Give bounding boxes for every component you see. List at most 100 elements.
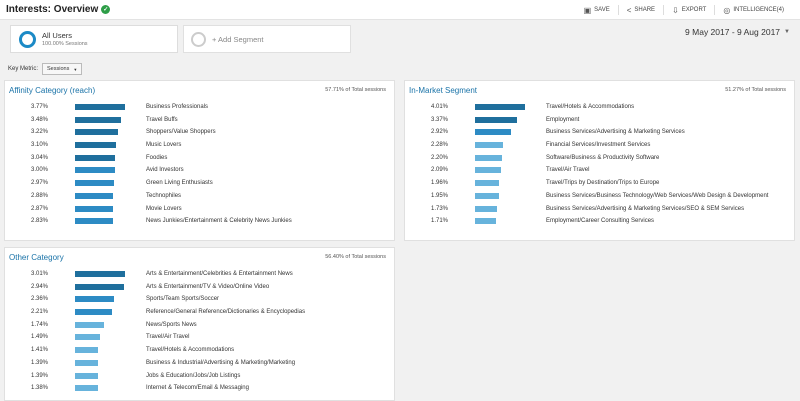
table-row: 2.09% Travel/Air Travel [405, 164, 794, 177]
row-label[interactable]: Travel Buffs [146, 116, 178, 123]
row-label[interactable]: Employment/Career Consulting Services [546, 218, 655, 225]
row-label[interactable]: Music Lovers [146, 142, 182, 149]
share-button[interactable]: < SHARE [617, 5, 663, 15]
row-label[interactable]: Arts & Entertainment/Celebrities & Enter… [146, 271, 293, 277]
table-row: 2.20% Software/Business & Productivity So… [405, 152, 794, 165]
intelligence-icon: ◎ [723, 5, 731, 15]
row-bar [75, 283, 124, 290]
row-bar [75, 167, 115, 174]
table-row: 1.38% Internet & Telecom/Email & Messagin… [5, 382, 394, 395]
row-label[interactable]: Jobs & Education/Jobs/Job Listings [146, 372, 241, 379]
row-label[interactable]: Internet & Telecom/Email & Messaging [146, 385, 249, 392]
table-row: 2.94% Arts & Entertainment/TV & Video/Onl… [5, 281, 394, 294]
row-percentage: 2.94% [31, 283, 49, 290]
row-percentage: 3.37% [431, 116, 449, 123]
report-toolbar: ▣ SAVE < SHARE ⇩ EXPORT ◎ INTELLIGENCE(4… [576, 5, 792, 15]
table-row: 2.92% Business Services/Advertising & Mar… [405, 126, 794, 139]
export-button[interactable]: ⇩ EXPORT [663, 5, 714, 15]
row-bar [75, 180, 115, 187]
row-label[interactable]: Sports/Team Sports/Soccer [146, 296, 220, 303]
row-bar [475, 154, 503, 161]
row-label[interactable]: Shoppers/Value Shoppers [146, 129, 216, 136]
row-percentage: 3.00% [31, 167, 49, 174]
intelligence-button[interactable]: ◎ INTELLIGENCE(4) [714, 5, 792, 15]
row-percentage: 3.01% [31, 271, 49, 277]
table-row: 2.28% Financial Services/Investment Servi… [405, 139, 794, 152]
row-label[interactable]: Foodies [146, 154, 168, 161]
row-bar [475, 129, 512, 136]
row-bar [475, 192, 500, 199]
page-title: Interests: Overview ✓ [6, 4, 111, 15]
table-row: 3.22% Shoppers/Value Shoppers [5, 126, 394, 139]
row-percentage: 2.97% [31, 180, 49, 187]
save-button[interactable]: ▣ SAVE [576, 5, 618, 15]
add-segment-label: + Add Segment [212, 34, 264, 44]
segment-bar: All Users 100.00% Sessions + Add Segment… [0, 20, 800, 57]
row-label[interactable]: Reference/General Reference/Dictionaries… [146, 309, 306, 316]
row-bar [75, 309, 112, 316]
row-percentage: 1.95% [431, 192, 449, 199]
row-label[interactable]: Technophiles [146, 192, 182, 199]
table-row: 3.01% Arts & Entertainment/Celebrities & … [5, 268, 394, 281]
row-bar [75, 205, 114, 212]
row-percentage: 1.38% [31, 385, 49, 392]
row-bar [475, 205, 497, 212]
row-label[interactable]: Business Services/Advertising & Marketin… [546, 129, 685, 136]
inmarket-title[interactable]: In-Market Segment [409, 86, 478, 95]
row-label[interactable]: Avid Investors [146, 167, 184, 174]
row-percentage: 2.28% [431, 142, 449, 149]
row-label[interactable]: Travel/Air Travel [146, 334, 190, 341]
row-bar [75, 359, 99, 366]
row-bar [75, 104, 125, 110]
row-label[interactable]: Software/Business & Productivity Softwar… [546, 154, 660, 161]
inmarket-panel: In-Market Segment 51.27% of Total sessio… [404, 80, 795, 241]
key-metric-label: Key Metric: [8, 66, 39, 72]
inmarket-total: 51.27% of Total sessions [725, 87, 786, 93]
report-header: Interests: Overview ✓ ▣ SAVE < SHARE ⇩ E… [0, 0, 800, 20]
row-bar [475, 180, 500, 187]
row-percentage: 2.09% [431, 167, 449, 174]
table-row: 3.04% Foodies [5, 152, 394, 165]
export-label: EXPORT [681, 7, 707, 13]
save-icon: ▣ [583, 5, 592, 15]
date-range-picker[interactable]: 9 May 2017 - 9 Aug 2017 ▼ [685, 27, 790, 37]
row-percentage: 3.77% [31, 104, 49, 110]
other-title[interactable]: Other Category [9, 253, 64, 262]
row-percentage: 1.41% [31, 347, 49, 354]
table-row: 1.71% Employment/Career Consulting Servic… [405, 215, 794, 228]
add-segment-button[interactable]: + Add Segment [183, 25, 351, 53]
save-label: SAVE [594, 7, 610, 13]
row-label[interactable]: Arts & Entertainment/TV & Video/Online V… [146, 283, 270, 290]
row-label[interactable]: Business Services/Business Technology/We… [546, 192, 769, 199]
row-bar [475, 142, 504, 149]
row-label[interactable]: Travel/Trips by Destination/Trips to Eur… [546, 180, 660, 187]
row-label[interactable]: Employment [546, 116, 580, 123]
row-label[interactable]: News/Sports News [146, 321, 197, 328]
row-percentage: 1.96% [431, 180, 449, 187]
row-label[interactable]: Travel/Air Travel [546, 167, 590, 174]
row-label[interactable]: News Junkies/Entertainment & Celebrity N… [146, 218, 292, 225]
affinity-title[interactable]: Affinity Category (reach) [9, 86, 96, 95]
row-percentage: 3.10% [31, 142, 49, 149]
row-label[interactable]: Green Living Enthusiasts [146, 180, 213, 187]
row-bar [75, 218, 113, 225]
row-label[interactable]: Business & Industrial/Advertising & Mark… [146, 359, 296, 366]
row-percentage: 3.48% [31, 116, 49, 123]
segment-all-users[interactable]: All Users 100.00% Sessions [10, 25, 178, 53]
row-label[interactable]: Business Services/Advertising & Marketin… [546, 205, 745, 212]
row-percentage: 1.39% [31, 372, 49, 379]
inmarket-rows: 4.01% Travel/Hotels & Accommodations 3.37%… [405, 101, 794, 228]
table-row: 2.21% Reference/General Reference/Diction… [5, 306, 394, 319]
row-label[interactable]: Movie Lovers [146, 205, 182, 212]
row-bar [75, 129, 118, 136]
row-label[interactable]: Travel/Hotels & Accommodations [146, 347, 235, 354]
row-label[interactable]: Travel/Hotels & Accommodations [546, 104, 635, 110]
key-metric: Key Metric: Sessions ▼ [8, 63, 83, 75]
row-label[interactable]: Financial Services/Investment Services [546, 142, 651, 149]
row-bar [475, 116, 518, 123]
row-label[interactable]: Business Professionals [146, 104, 209, 110]
table-row: 1.73% Business Services/Advertising & Mar… [405, 203, 794, 216]
key-metric-select[interactable]: Sessions ▼ [42, 63, 83, 75]
row-percentage: 3.04% [31, 154, 49, 161]
row-percentage: 2.20% [431, 154, 449, 161]
